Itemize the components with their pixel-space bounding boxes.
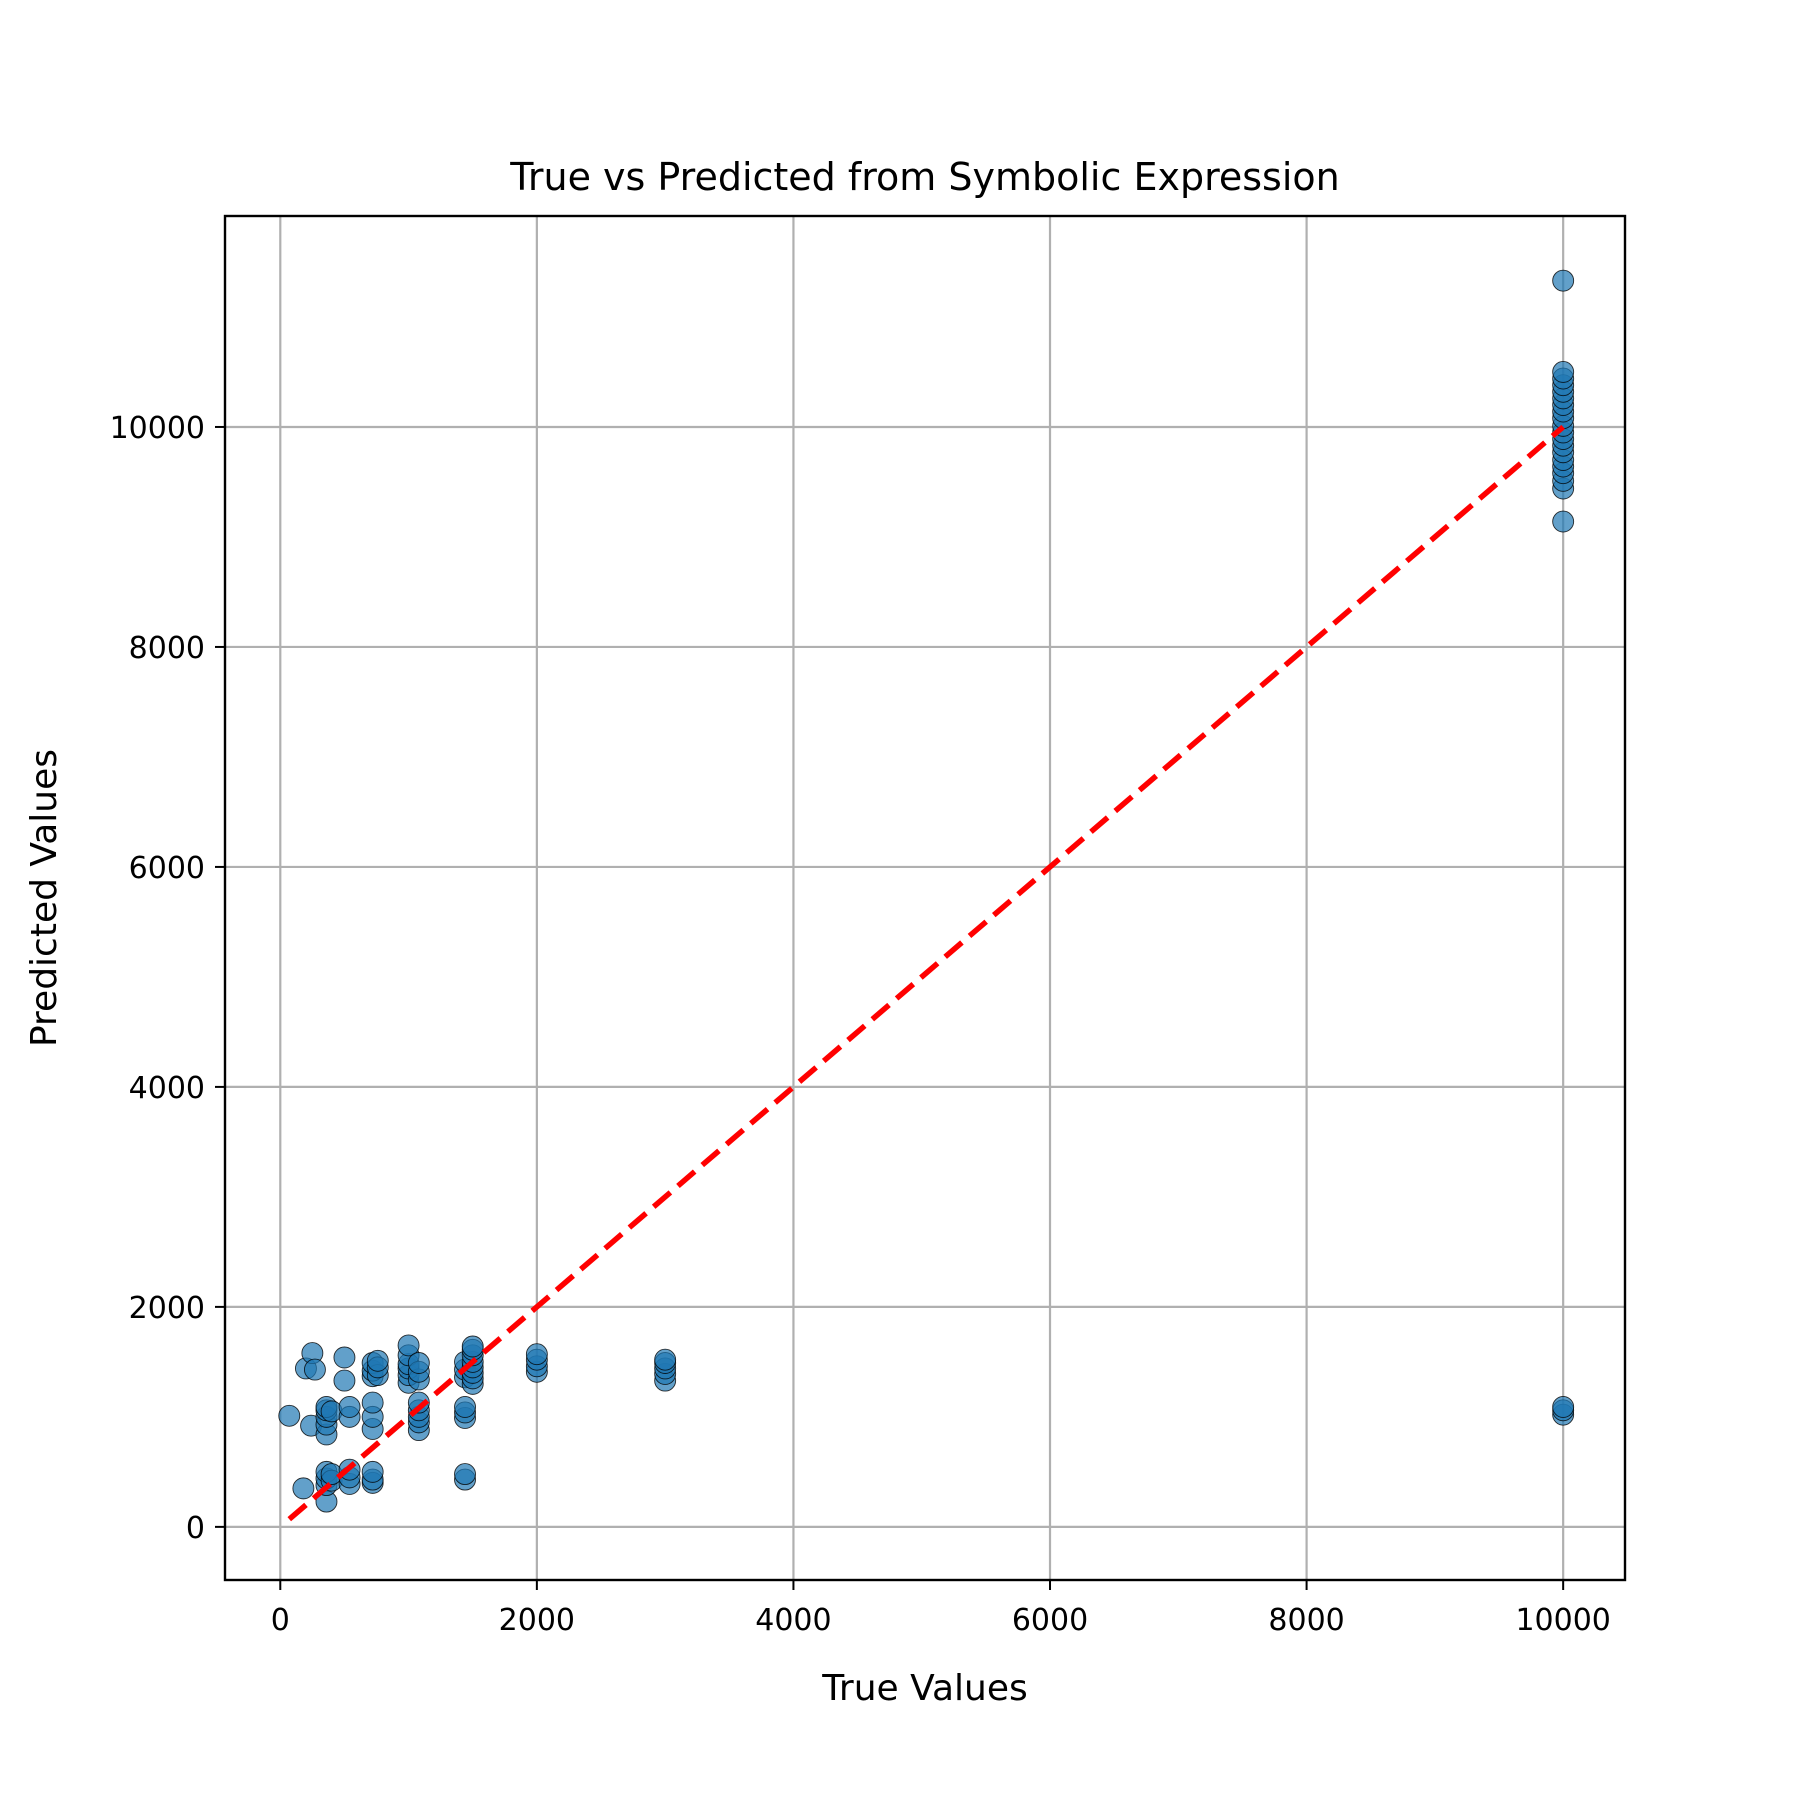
plot-area xyxy=(225,216,1625,1580)
data-point xyxy=(292,1477,315,1500)
x-tick-label: 6000 xyxy=(1012,1603,1088,1638)
y-tick-label: 2000 xyxy=(129,1291,205,1326)
data-point xyxy=(525,1343,548,1366)
x-tick-label: 0 xyxy=(271,1603,290,1638)
x-tick-label: 4000 xyxy=(755,1603,831,1638)
data-point xyxy=(1552,361,1575,383)
data-point xyxy=(654,1348,677,1371)
x-axis-label: True Values xyxy=(821,1668,1028,1709)
y-tick-label: 10000 xyxy=(110,411,205,446)
data-point xyxy=(333,1346,356,1369)
reference-line xyxy=(287,424,1565,1522)
data-point xyxy=(366,1349,389,1372)
data-point xyxy=(303,1358,326,1381)
data-point xyxy=(407,1391,430,1414)
data-point xyxy=(1552,510,1575,533)
data-point xyxy=(1552,269,1575,292)
y-tick-label: 4000 xyxy=(129,1071,205,1106)
data-point xyxy=(454,1463,476,1486)
chart-title: True vs Predicted from Symbolic Expressi… xyxy=(509,155,1340,199)
y-axis-ticks: 0 2000 4000 6000 8000 10000 xyxy=(110,411,225,1546)
data-point xyxy=(407,1352,430,1374)
data-point xyxy=(454,1396,476,1418)
data-point xyxy=(397,1334,420,1357)
x-axis-ticks: 0 2000 4000 6000 8000 10000 xyxy=(271,1580,1611,1638)
plot-frame xyxy=(223,214,1627,1582)
data-point xyxy=(1552,1396,1575,1418)
y-tick-label: 6000 xyxy=(129,851,205,886)
y-tick-label: 8000 xyxy=(129,631,205,666)
data-point xyxy=(338,1396,361,1418)
y-tick-label: 0 xyxy=(186,1511,205,1546)
reference-line-layer xyxy=(287,424,1565,1522)
data-point xyxy=(361,1391,384,1414)
scatter-points xyxy=(278,269,1575,1513)
grid-lines xyxy=(225,216,1625,1580)
data-point xyxy=(278,1404,301,1427)
x-tick-label: 10000 xyxy=(1515,1603,1610,1638)
data-point xyxy=(361,1460,384,1483)
data-point xyxy=(333,1369,356,1392)
x-tick-label: 8000 xyxy=(1268,1603,1344,1638)
y-axis-label: Predicted Values xyxy=(24,749,65,1047)
x-tick-label: 2000 xyxy=(499,1603,575,1638)
data-point xyxy=(461,1335,484,1358)
